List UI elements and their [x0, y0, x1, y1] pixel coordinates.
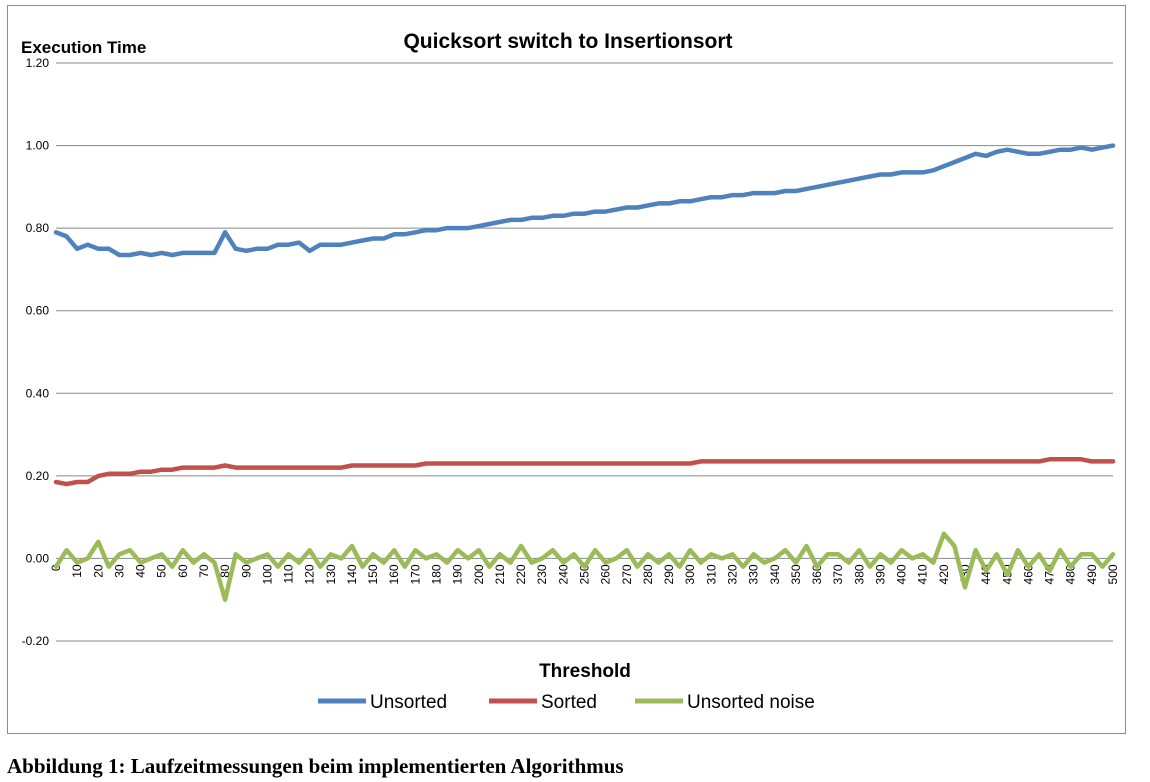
gridlines	[56, 62, 1113, 642]
y-axis-ticks: 1.20 1.00 0.80 0.60 0.40 0.20 0.00 -0.20	[22, 56, 50, 648]
x-tick-label: 490	[1085, 564, 1099, 584]
x-tick-label: 300	[683, 564, 697, 584]
y-tick-label: 1.20	[26, 56, 50, 70]
y-tick-label: 0.80	[26, 221, 50, 235]
x-tick-label: 240	[556, 564, 570, 584]
x-tick-label: 370	[831, 564, 845, 584]
x-tick-label: 220	[514, 564, 528, 584]
x-tick-label: 50	[155, 564, 169, 578]
legend-label: Sorted	[541, 692, 597, 713]
x-tick-label: 140	[345, 564, 359, 584]
x-tick-label: 270	[620, 564, 634, 584]
x-tick-label: 350	[789, 564, 803, 584]
x-tick-label: 120	[303, 564, 317, 584]
y-tick-label: 1.00	[26, 139, 50, 153]
y-tick-label: -0.20	[22, 634, 50, 648]
x-tick-label: 200	[472, 564, 486, 584]
chart-title: Quicksort switch to Insertionsort	[403, 30, 732, 53]
x-tick-label: 400	[895, 564, 909, 584]
x-tick-label: 110	[282, 564, 296, 583]
x-tick-label: 180	[430, 564, 444, 584]
x-tick-label: 170	[408, 564, 422, 584]
x-tick-label: 500	[1106, 564, 1120, 584]
x-tick-label: 480	[1064, 564, 1078, 584]
x-tick-label: 260	[599, 564, 613, 584]
x-tick-label: 20	[91, 564, 105, 578]
legend-label: Unsorted	[370, 692, 447, 713]
y-tick-label: 0.20	[26, 469, 50, 483]
x-tick-label: 10	[70, 564, 84, 578]
series-line-unsorted	[53, 143, 1116, 258]
y-tick-label: 0.60	[26, 304, 50, 318]
series-line-sorted	[53, 457, 1116, 487]
series-lines	[53, 143, 1116, 602]
legend: Unsorted Sorted Unsorted noise	[318, 692, 815, 713]
x-tick-label: 360	[810, 564, 824, 584]
x-tick-label: 250	[578, 564, 592, 584]
x-tick-label: 380	[852, 564, 866, 584]
x-tick-label: 390	[873, 564, 887, 584]
legend-label: Unsorted noise	[687, 692, 815, 713]
x-tick-label: 460	[1021, 564, 1035, 584]
x-tick-label: 310	[704, 564, 718, 584]
y-tick-label: 0.00	[26, 551, 50, 565]
y-axis-title: Execution Time	[21, 38, 146, 57]
x-tick-label: 100	[260, 564, 274, 584]
x-axis-ticks: 0 10 20 30 40 50 60 70 80 90 100 110 120 130 140 150 160…	[49, 564, 1120, 584]
x-tick-label: 420	[937, 564, 951, 584]
x-tick-label: 320	[725, 564, 739, 584]
x-tick-label: 280	[641, 564, 655, 584]
x-tick-label: 230	[535, 564, 549, 584]
x-tick-label: 340	[768, 564, 782, 584]
x-tick-label: 330	[747, 564, 761, 584]
chart-frame: Quicksort switch to Insertionsort Execut…	[7, 5, 1126, 734]
line-chart: Quicksort switch to Insertionsort Execut…	[21, 30, 1120, 713]
x-tick-label: 30	[112, 564, 126, 578]
x-tick-label: 290	[662, 564, 676, 584]
y-tick-label: 0.40	[26, 386, 50, 400]
x-tick-label: 60	[176, 564, 190, 578]
x-tick-label: 70	[197, 564, 211, 578]
series-line-unsorted-noise	[53, 531, 1116, 602]
x-tick-label: 210	[493, 564, 507, 584]
x-tick-label: 130	[324, 564, 338, 584]
figure-caption: Abbildung 1: Laufzeitmessungen beim impl…	[7, 754, 624, 778]
x-tick-label: 190	[451, 564, 465, 584]
x-tick-label: 40	[134, 564, 148, 578]
x-axis-title: Threshold	[539, 661, 631, 682]
x-tick-label: 150	[366, 564, 380, 584]
x-tick-label: 160	[387, 564, 401, 584]
x-tick-label: 80	[218, 564, 232, 578]
x-tick-label: 90	[239, 564, 253, 578]
x-tick-label: 410	[916, 564, 930, 584]
